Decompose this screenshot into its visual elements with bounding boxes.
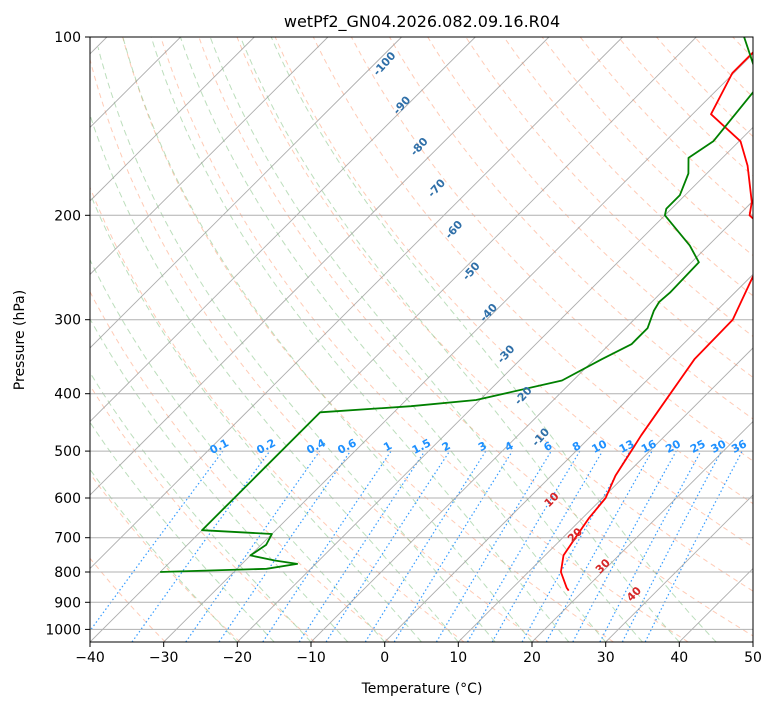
mixing-ratio-line [572,450,677,642]
dewpoint-line [160,37,753,573]
dry-adiabat [236,37,753,592]
dry-adiabat [122,37,614,642]
isotherm [90,37,329,276]
mixing-ratio-line [90,450,224,632]
data-series [160,37,753,592]
x-tick-label: −30 [149,650,179,666]
dry-adiabat [350,37,753,462]
moist-adiabat [90,468,238,642]
y-tick-label: 300 [54,313,81,329]
isotherm [605,494,753,642]
reference-lines [90,37,753,642]
mixing-ratio-line [644,450,743,642]
y-tick-label: 1000 [45,622,81,638]
isotherm [163,53,753,642]
moist-adiabat [90,192,422,642]
isotherm [310,200,753,642]
x-tick-label: 0 [380,650,389,666]
dry-adiabat [90,290,390,642]
mixing-ratio-label: 20 [663,437,683,456]
isotherm [90,37,402,349]
moist-adiabat [240,37,680,642]
mixing-ratio-line [364,450,487,642]
moist-adiabat [90,113,459,642]
dry-adiabat [90,186,465,642]
mixing-ratio-label: 25 [688,437,708,456]
mixing-ratio-label: 36 [729,437,749,456]
moist-adiabat [179,37,607,642]
y-tick-label: 800 [54,565,81,581]
mixing-ratio-line [393,450,513,642]
x-tick-label: 10 [449,650,467,666]
moist-adiabat [270,37,717,642]
x-tick-label: 50 [744,650,762,666]
mixing-ratio-line [298,450,426,642]
isotherm [90,37,255,202]
dry-adiabat [198,37,753,637]
mixing-ratio-line [218,450,351,642]
mixing-ratio-line [521,450,631,642]
mixing-ratio-line [262,450,392,642]
mixing-ratio-label: 13 [617,437,637,456]
mixing-ratio-line [545,450,653,642]
moist-adiabat [90,317,349,642]
isotherm [90,37,623,570]
x-tick-label: −40 [75,650,105,666]
mixing-ratio-label: 10 [590,437,610,456]
moist-adiabat [122,37,533,642]
moist-adiabat [150,37,570,642]
y-tick-label: 400 [54,387,81,403]
moist-adiabat [90,371,312,642]
y-tick-label: 200 [54,208,81,224]
y-tick-label: 500 [54,444,81,460]
dry-adiabat [90,472,241,642]
x-tick-label: 30 [597,650,615,666]
y-tick-label: 600 [54,491,81,507]
isotherm [236,126,753,642]
mixing-ratio-line [185,450,321,642]
x-tick-label: −10 [296,650,326,666]
y-tick-label: 700 [54,531,81,547]
x-tick-label: −20 [223,650,253,666]
dry-adiabat [312,37,753,505]
isotherm [90,37,697,642]
isotherm [531,420,753,642]
dry-adiabat [90,384,316,642]
x-axis-title: Temperature (°C) [361,681,483,697]
chart-title: wetPf2_GN04.2026.082.09.16.R04 [284,12,560,32]
mixing-ratio-line [325,450,451,642]
x-tick-label: 40 [670,650,688,666]
isotherm [384,273,753,642]
mixing-ratio-label: 30 [709,437,729,456]
y-tick-label: 100 [54,30,81,46]
isotherm [457,347,753,642]
mixing-ratio-line [131,450,271,642]
temperature-line [560,51,753,592]
y-axis-title: Pressure (hPa) [12,290,28,390]
x-tick-label: 20 [523,650,541,666]
plot-frame [89,36,754,643]
isotherm [90,37,476,423]
mixing-ratio-label: 16 [639,437,659,456]
y-tick-label: 900 [54,595,81,611]
dry-adiabat [160,37,689,642]
axes: −40 −30 −20 −10 0 10 20 30 40 50 1000 900 800 700 600 5… [45,30,762,666]
isotherm [90,37,550,496]
